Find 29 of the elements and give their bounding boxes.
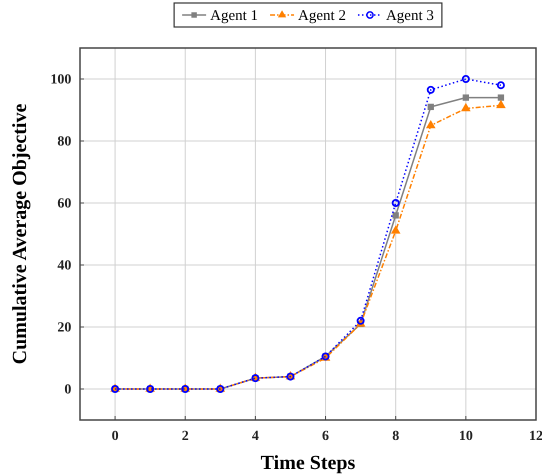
x-tick-label: 10 — [458, 428, 473, 444]
x-tick-label: 0 — [112, 428, 119, 444]
point — [426, 86, 435, 94]
point — [428, 104, 434, 110]
point — [392, 199, 400, 207]
point — [426, 120, 436, 128]
y-tick-label: 60 — [57, 196, 72, 212]
y-tick-label: 20 — [57, 320, 72, 336]
x-tick-label: 6 — [322, 428, 330, 444]
point — [390, 225, 400, 234]
legend-label: Agent 2 — [298, 8, 346, 24]
point — [462, 75, 470, 83]
point — [496, 81, 505, 90]
point — [496, 100, 506, 108]
point — [498, 94, 504, 101]
y-tick-label: 80 — [57, 134, 72, 150]
x-axis-title: Time Steps — [260, 452, 356, 474]
point — [462, 94, 470, 101]
y-tick-label: 0 — [64, 382, 72, 398]
y-tick-label: 100 — [50, 72, 72, 88]
point — [392, 212, 399, 219]
x-tick-label: 2 — [182, 428, 189, 444]
point — [461, 102, 471, 112]
x-tick-label: 8 — [392, 428, 400, 444]
y-tick-label: 40 — [57, 258, 72, 274]
y-axis-title: Cumulative Average Objective — [9, 104, 31, 364]
legend-label: Agent 3 — [386, 8, 434, 24]
legend-label: Agent 1 — [210, 8, 258, 24]
x-tick-label: 4 — [252, 428, 259, 444]
